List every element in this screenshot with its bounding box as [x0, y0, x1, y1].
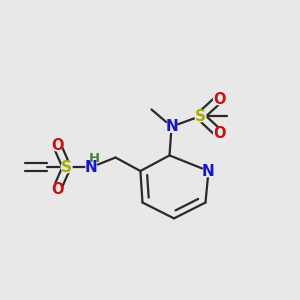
Ellipse shape — [166, 121, 177, 132]
Text: O: O — [51, 138, 63, 153]
Text: H: H — [89, 152, 100, 165]
Ellipse shape — [203, 165, 214, 177]
Ellipse shape — [195, 110, 206, 122]
Text: N: N — [85, 160, 98, 175]
Ellipse shape — [214, 128, 224, 139]
Ellipse shape — [52, 183, 62, 195]
Text: S: S — [195, 109, 206, 124]
Ellipse shape — [52, 140, 62, 151]
Text: O: O — [213, 126, 225, 141]
Ellipse shape — [214, 93, 224, 105]
Text: O: O — [51, 182, 63, 196]
Ellipse shape — [61, 161, 72, 173]
Ellipse shape — [86, 161, 97, 173]
Text: S: S — [61, 160, 72, 175]
Text: N: N — [165, 119, 178, 134]
Text: O: O — [213, 92, 225, 106]
Text: N: N — [202, 164, 215, 178]
